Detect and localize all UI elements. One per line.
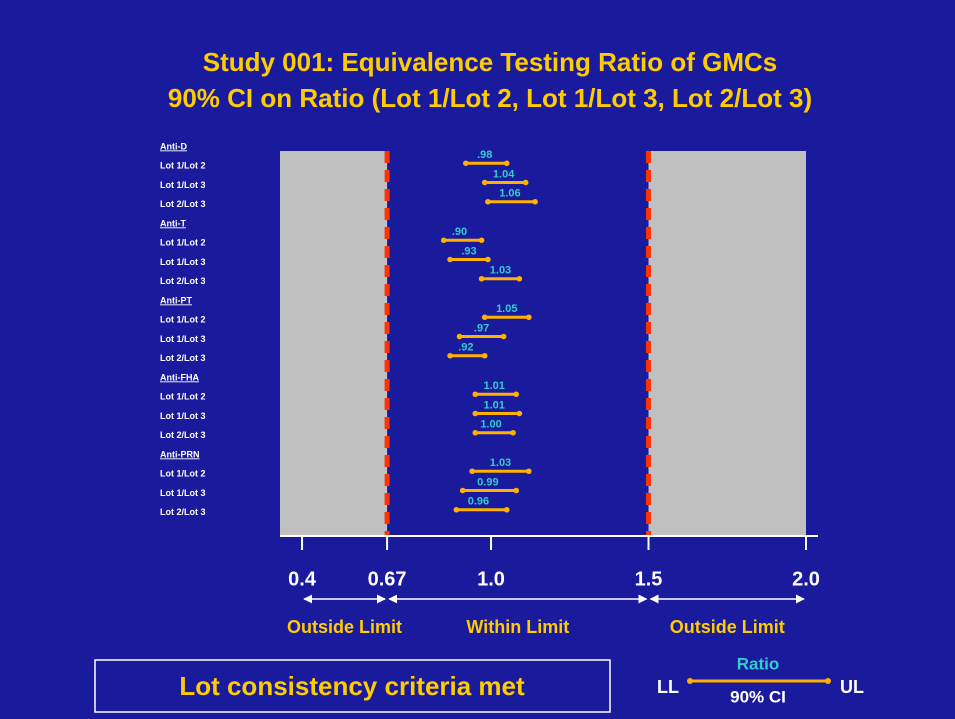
ci-upper	[478, 237, 485, 244]
x-tick-label: 0.4	[288, 568, 317, 590]
ci-lower	[472, 429, 479, 436]
ci-upper	[500, 333, 507, 340]
ci-lower	[447, 256, 453, 263]
group-label: Anti-T	[160, 218, 186, 228]
value-label: .93	[461, 245, 476, 257]
row-label: Lot 1/Lot 3	[160, 180, 206, 190]
value-label: 0.99	[477, 476, 498, 488]
outside-region	[280, 151, 388, 536]
ci-upper	[526, 468, 532, 475]
ci-lower	[472, 410, 479, 417]
row-label: Lot 1/Lot 3	[160, 411, 206, 421]
x-tick-label: 1.0	[477, 568, 505, 590]
row-label: Lot 2/Lot 3	[160, 507, 206, 517]
value-label: 1.01	[483, 380, 504, 392]
ci-upper	[526, 314, 532, 321]
row-label: Lot 2/Lot 3	[160, 276, 206, 286]
value-label: 1.05	[496, 303, 517, 315]
ci-lower	[472, 391, 479, 398]
row-label: Lot 1/Lot 2	[160, 238, 206, 248]
value-label: 0.96	[468, 496, 489, 508]
x-tick-label: 1.5	[635, 568, 663, 590]
value-label: 1.00	[480, 419, 501, 431]
ci-lower	[469, 468, 475, 475]
ci-upper	[532, 198, 538, 205]
ci-lower	[453, 506, 460, 513]
row-label: Lot 1/Lot 3	[160, 488, 206, 498]
ci-lower	[478, 275, 485, 282]
conclusion: Lot consistency criteria met	[179, 671, 525, 701]
ci-upper	[485, 256, 491, 263]
title-line: Study 001: Equivalence Testing Ratio of …	[203, 47, 778, 77]
group-label: Anti-FHA	[160, 372, 199, 382]
ci-upper	[503, 506, 510, 513]
value-label: .90	[452, 226, 467, 238]
region-label: Outside Limit	[287, 617, 402, 637]
value-label: 1.06	[499, 188, 520, 200]
row-label: Lot 2/Lot 3	[160, 199, 206, 209]
ci-upper	[481, 352, 488, 359]
legend-dot	[825, 678, 831, 684]
ci-lower	[463, 160, 469, 167]
value-label: 1.03	[490, 457, 511, 469]
group-label: Anti-PRN	[160, 449, 200, 459]
region-label: Within Limit	[466, 617, 569, 637]
group-label: Anti-D	[160, 141, 187, 151]
region-label: Outside Limit	[670, 617, 785, 637]
ci-upper	[503, 160, 510, 167]
row-label: Lot 1/Lot 2	[160, 161, 206, 171]
ci-lower	[459, 487, 466, 494]
value-label: .97	[474, 322, 489, 334]
ci-lower	[481, 314, 488, 321]
ci-upper	[513, 487, 520, 494]
ci-lower	[440, 237, 447, 244]
ci-lower	[456, 333, 463, 340]
row-label: Lot 1/Lot 3	[160, 257, 206, 267]
legend-bottom: 90% CI	[730, 687, 786, 706]
title-line: 90% CI on Ratio (Lot 1/Lot 2, Lot 1/Lot …	[168, 83, 812, 113]
value-label: .98	[477, 149, 492, 161]
x-tick-label: 2.0	[792, 568, 820, 590]
ci-upper	[510, 429, 516, 436]
row-label: Lot 1/Lot 2	[160, 469, 206, 479]
legend-left: LL	[657, 677, 679, 697]
group-label: Anti-PT	[160, 295, 192, 305]
ci-upper	[516, 275, 523, 282]
legend-right: UL	[840, 677, 864, 697]
x-tick-label: 0.67	[368, 568, 407, 590]
row-label: Lot 1/Lot 2	[160, 315, 206, 325]
value-label: 1.01	[483, 399, 504, 411]
value-label: 1.04	[493, 168, 515, 180]
value-label: 1.03	[490, 265, 511, 277]
row-label: Lot 1/Lot 3	[160, 334, 206, 344]
row-label: Lot 1/Lot 2	[160, 392, 206, 402]
legend-top: Ratio	[737, 654, 780, 673]
ci-upper	[516, 410, 523, 417]
outside-region	[648, 151, 806, 536]
value-label: .92	[458, 342, 473, 354]
ci-lower	[485, 198, 491, 205]
legend-dot	[687, 678, 693, 684]
row-label: Lot 2/Lot 3	[160, 430, 206, 440]
conclusion-box	[94, 659, 611, 713]
ci-lower	[447, 352, 453, 359]
ci-upper	[522, 179, 529, 186]
row-label: Lot 2/Lot 3	[160, 353, 206, 363]
ci-upper	[513, 391, 520, 398]
ci-lower	[481, 179, 488, 186]
